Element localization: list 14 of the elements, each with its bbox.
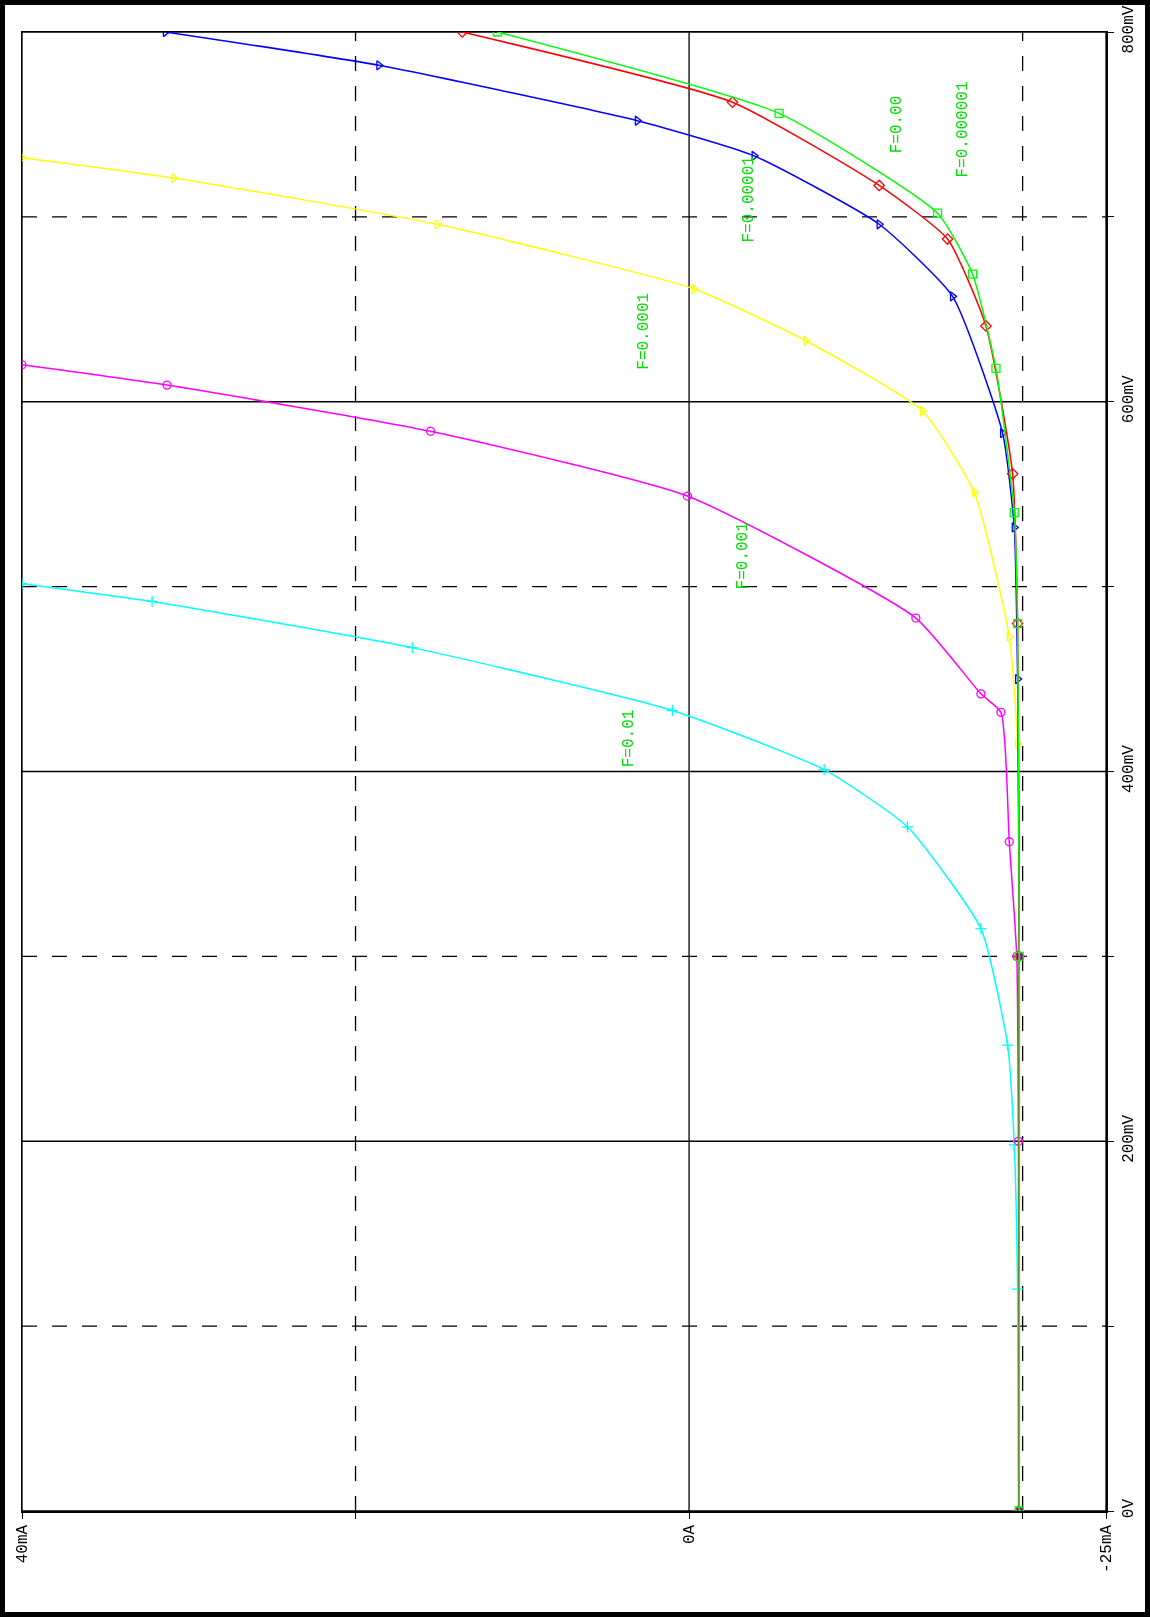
y-tick-label: 800mV	[1119, 5, 1138, 54]
annotation: F=0.0001	[634, 292, 653, 370]
annotation: F=0.001	[734, 522, 753, 590]
y-tick-label: 600mV	[1119, 374, 1138, 424]
y-tick-label: 0V	[1119, 1498, 1138, 1519]
x-tick-label: 40mA	[14, 1524, 33, 1564]
x-tick-label: 0A	[681, 1524, 700, 1545]
y-tick-label: 400mV	[1119, 744, 1138, 794]
annotation: F=0.00	[888, 95, 907, 154]
annotation: F=0.00001	[740, 156, 759, 243]
annotation: F=0.01	[619, 709, 638, 768]
x-tick-label: -25mA	[1098, 1524, 1117, 1573]
y-tick-label: 200mV	[1119, 1114, 1138, 1163]
annotation: F=0.000001	[954, 81, 973, 178]
